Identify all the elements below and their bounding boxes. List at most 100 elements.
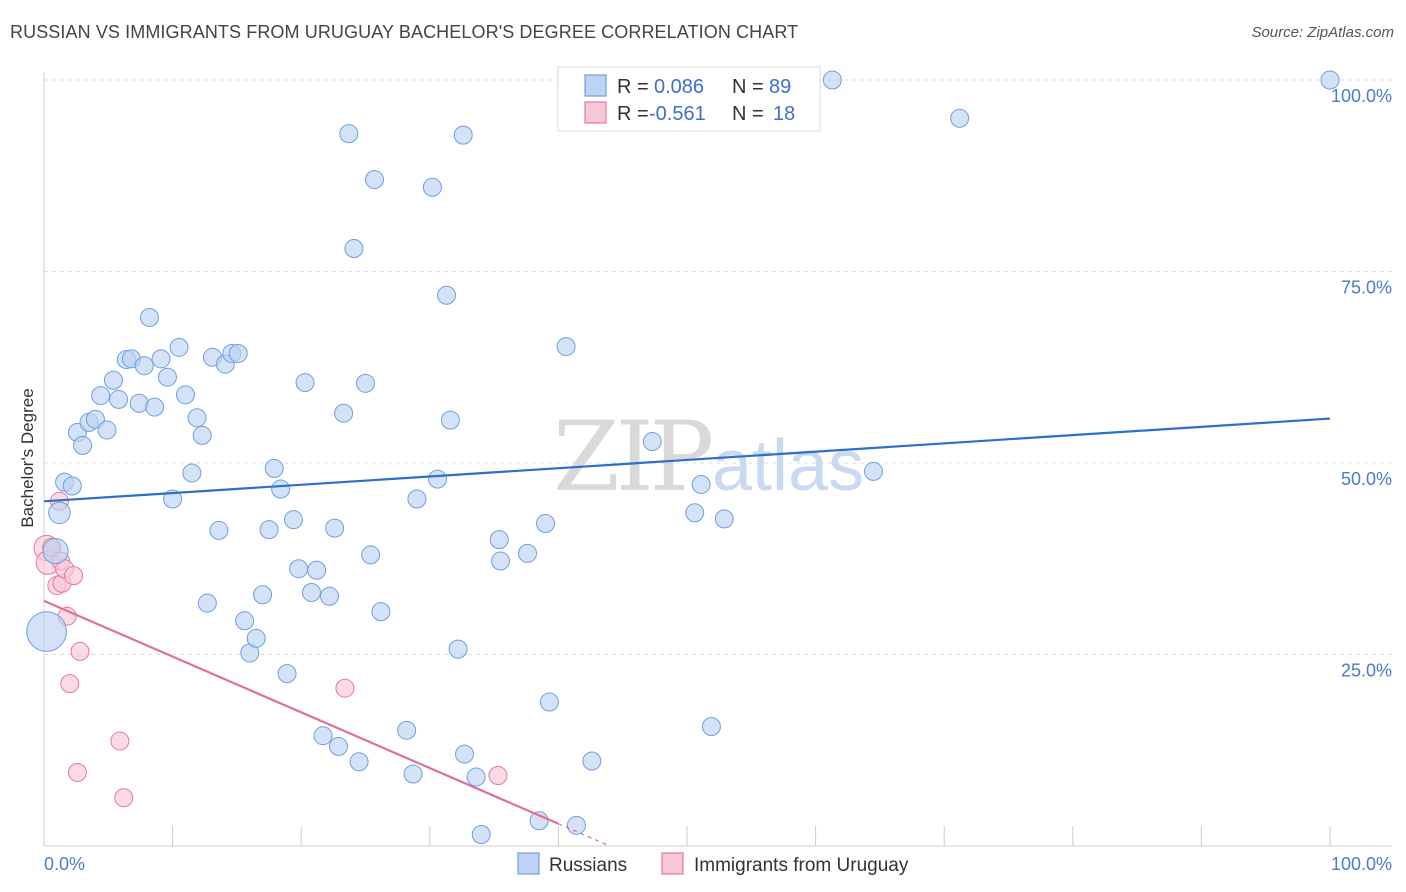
russians-point bbox=[536, 514, 556, 534]
russians-point bbox=[103, 370, 123, 390]
russians-point bbox=[197, 593, 217, 613]
uruguay-point bbox=[60, 674, 80, 694]
russians-point bbox=[428, 469, 448, 489]
trend-line-uruguay-extension bbox=[558, 823, 611, 847]
russians-point bbox=[950, 108, 970, 128]
russians-point bbox=[539, 692, 559, 712]
uruguay-point bbox=[114, 788, 134, 808]
x-axis-ticks bbox=[43, 826, 1331, 846]
legend-bottom-label-uruguay: Immigrants from Uruguay bbox=[694, 855, 909, 876]
russians-point bbox=[453, 125, 473, 145]
x-tick-label-min: 0.0% bbox=[44, 854, 85, 874]
russians-point bbox=[440, 410, 460, 430]
legend-n-label: N = bbox=[732, 103, 764, 125]
russians-point bbox=[228, 343, 248, 363]
russians-point bbox=[448, 639, 468, 659]
russians-point bbox=[253, 585, 273, 605]
russians-point bbox=[145, 397, 165, 417]
watermark-zip: ZIP bbox=[553, 401, 712, 513]
russians-point bbox=[685, 503, 705, 523]
legend-r-value-uruguay: -0.561 bbox=[649, 103, 706, 125]
legend-bottom-swatch-uruguay bbox=[661, 852, 684, 875]
russians-point bbox=[209, 520, 229, 540]
uruguay-point bbox=[110, 731, 130, 751]
russians-point bbox=[1320, 70, 1340, 90]
russians-point bbox=[62, 476, 82, 496]
russians-point bbox=[407, 489, 427, 509]
uruguay-point bbox=[488, 766, 508, 786]
y-tick-label: 75.0% bbox=[1341, 278, 1392, 298]
russians-point bbox=[701, 717, 721, 737]
russians-point bbox=[295, 373, 315, 393]
russians-point bbox=[349, 752, 369, 772]
russians-point bbox=[328, 736, 348, 756]
russians-point bbox=[163, 489, 183, 509]
russians-point bbox=[187, 408, 207, 428]
russians-point bbox=[371, 602, 391, 622]
russians-point bbox=[339, 124, 359, 144]
uruguay-point bbox=[67, 762, 87, 782]
legend-r-value-russians: 0.086 bbox=[654, 76, 704, 98]
russians-point bbox=[42, 537, 69, 565]
uruguay-point bbox=[70, 641, 90, 661]
trend-lines bbox=[43, 417, 1331, 847]
russians-point bbox=[582, 751, 602, 771]
legend-bottom-swatch-russians bbox=[517, 852, 540, 875]
russians-point bbox=[556, 337, 576, 357]
russians-point bbox=[134, 356, 154, 376]
russians-point bbox=[246, 628, 266, 648]
russians-point bbox=[139, 307, 159, 327]
source-label: Source: ZipAtlas.com bbox=[1251, 24, 1394, 41]
russians-point bbox=[313, 726, 333, 746]
legend-n-value-uruguay: 18 bbox=[773, 103, 795, 125]
series-uruguay-points bbox=[33, 491, 508, 808]
russians-point bbox=[361, 545, 381, 565]
y-tick-label: 25.0% bbox=[1341, 661, 1392, 681]
russians-point bbox=[403, 764, 423, 784]
russians-point bbox=[356, 373, 375, 393]
russians-point bbox=[489, 530, 509, 550]
y-tick-label: 100.0% bbox=[1331, 86, 1392, 106]
legend-top: R = 0.086 N = 89 R = -0.561 N = 18 bbox=[557, 66, 821, 132]
russians-point bbox=[714, 509, 734, 529]
russians-point bbox=[289, 559, 309, 579]
russians-point bbox=[48, 501, 71, 525]
russians-point bbox=[455, 744, 475, 764]
legend-bottom-label-russians: Russians bbox=[549, 855, 627, 876]
russians-point bbox=[182, 463, 202, 483]
russians-point bbox=[301, 582, 321, 602]
trend-line-russians bbox=[43, 417, 1331, 503]
legend-n-value-russians: 89 bbox=[769, 76, 791, 98]
russians-point bbox=[365, 170, 385, 190]
legend-swatch-russians bbox=[584, 74, 607, 97]
russians-point bbox=[259, 520, 279, 540]
russians-point bbox=[437, 285, 457, 305]
russians-point bbox=[642, 432, 662, 452]
russians-point bbox=[271, 479, 291, 499]
russians-point bbox=[397, 720, 417, 740]
legend-r-label: R = bbox=[617, 103, 649, 125]
russians-point bbox=[466, 767, 486, 787]
russians-point bbox=[175, 385, 195, 405]
russians-point bbox=[422, 177, 442, 197]
gridlines bbox=[44, 79, 1392, 655]
russians-point bbox=[283, 510, 303, 530]
legend-r-label: R = bbox=[617, 76, 649, 98]
russians-point bbox=[109, 389, 129, 409]
trend-line-uruguay bbox=[43, 599, 559, 825]
russians-point bbox=[344, 239, 364, 259]
russians-point bbox=[471, 825, 491, 845]
watermark-atlas: atlas bbox=[712, 426, 864, 506]
russians-point bbox=[334, 403, 354, 423]
x-tick-label-max: 100.0% bbox=[1331, 854, 1392, 874]
russians-point bbox=[491, 551, 511, 571]
legend-n-label: N = bbox=[732, 76, 764, 98]
y-tick-label: 50.0% bbox=[1341, 469, 1392, 489]
russians-point bbox=[863, 461, 883, 481]
russians-point bbox=[319, 586, 339, 606]
legend-bottom: Russians Immigrants from Uruguay bbox=[517, 852, 909, 876]
russians-point bbox=[192, 425, 212, 445]
russians-point bbox=[691, 474, 711, 494]
russians-point bbox=[151, 349, 171, 369]
